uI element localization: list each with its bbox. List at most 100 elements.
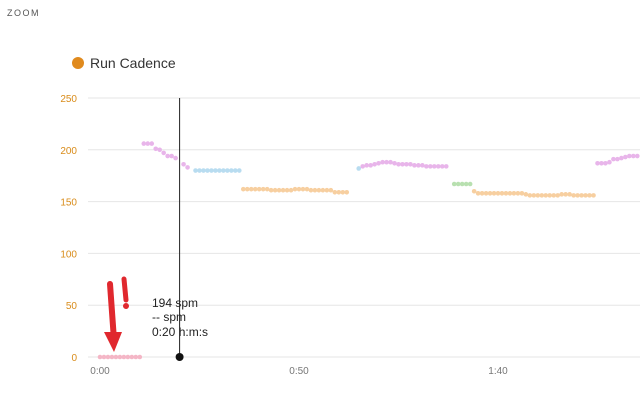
data-point bbox=[101, 354, 107, 360]
data-point bbox=[519, 191, 525, 196]
data-point bbox=[233, 168, 238, 173]
data-point bbox=[627, 153, 632, 159]
zoom-button[interactable]: ZOOM bbox=[7, 8, 40, 18]
data-point bbox=[471, 188, 477, 194]
legend-item-run-cadence[interactable]: Run Cadence bbox=[72, 55, 176, 71]
data-point bbox=[161, 150, 166, 156]
data-point bbox=[384, 159, 389, 165]
data-point bbox=[133, 354, 139, 360]
data-point bbox=[583, 193, 588, 198]
data-point bbox=[563, 192, 568, 197]
data-point bbox=[201, 168, 206, 173]
data-point bbox=[360, 164, 365, 169]
x-tick-label: 0:00 bbox=[90, 366, 110, 377]
tooltip-secondary-value: -- spm bbox=[152, 310, 186, 324]
data-point bbox=[380, 159, 385, 165]
data-point bbox=[117, 354, 123, 360]
data-point bbox=[97, 354, 103, 360]
data-point bbox=[475, 191, 481, 196]
data-point bbox=[320, 187, 326, 193]
y-tick-label: 150 bbox=[60, 198, 77, 209]
data-point bbox=[209, 168, 214, 173]
data-point bbox=[615, 156, 620, 162]
data-point bbox=[420, 163, 425, 168]
data-point bbox=[467, 181, 473, 187]
data-point bbox=[372, 162, 377, 167]
data-point bbox=[607, 159, 612, 165]
data-point bbox=[436, 164, 441, 169]
data-point bbox=[197, 168, 202, 173]
data-point bbox=[575, 193, 580, 198]
data-point bbox=[408, 162, 413, 167]
data-point bbox=[443, 164, 449, 169]
data-point bbox=[547, 193, 553, 198]
data-point bbox=[225, 168, 230, 173]
data-point bbox=[439, 164, 445, 169]
data-point bbox=[511, 191, 517, 196]
data-point bbox=[205, 168, 210, 173]
data-point bbox=[292, 186, 298, 192]
data-point bbox=[459, 181, 465, 187]
data-point bbox=[256, 186, 262, 192]
data-point bbox=[121, 354, 127, 360]
data-point bbox=[280, 187, 286, 193]
data-point bbox=[213, 168, 218, 173]
data-point bbox=[396, 162, 401, 167]
data-point bbox=[137, 354, 143, 360]
data-point bbox=[404, 162, 409, 167]
data-point bbox=[487, 191, 493, 196]
data-point bbox=[264, 186, 270, 192]
data-point bbox=[193, 168, 198, 173]
data-point bbox=[328, 187, 334, 193]
data-point bbox=[240, 186, 246, 192]
data-point bbox=[296, 186, 302, 192]
data-point bbox=[603, 160, 608, 166]
y-tick-label: 100 bbox=[60, 249, 77, 260]
y-tick-label: 50 bbox=[66, 301, 78, 312]
data-point bbox=[185, 165, 190, 170]
data-point bbox=[428, 164, 433, 169]
data-point bbox=[145, 141, 151, 146]
data-points bbox=[97, 141, 640, 360]
legend-dot-icon bbox=[72, 57, 84, 69]
data-point bbox=[631, 153, 636, 159]
data-point bbox=[595, 160, 600, 166]
data-point bbox=[543, 193, 549, 198]
data-point bbox=[340, 189, 346, 195]
data-point bbox=[507, 191, 513, 196]
data-point bbox=[229, 168, 234, 173]
data-point bbox=[304, 186, 310, 192]
data-point bbox=[527, 193, 533, 198]
data-point bbox=[169, 153, 174, 159]
data-point bbox=[181, 162, 186, 167]
data-point bbox=[288, 187, 294, 193]
data-point bbox=[483, 191, 489, 196]
data-point bbox=[324, 187, 330, 193]
data-point bbox=[157, 147, 162, 153]
data-point bbox=[105, 354, 111, 360]
data-point bbox=[332, 189, 338, 195]
data-point bbox=[531, 193, 537, 198]
data-point bbox=[463, 181, 469, 187]
x-tick-label: 1:40 bbox=[488, 366, 508, 377]
y-tick-label: 200 bbox=[60, 146, 77, 157]
red-arrow-icon bbox=[104, 276, 129, 352]
x-tick-label: 0:50 bbox=[289, 366, 309, 377]
data-point bbox=[587, 193, 592, 198]
data-point bbox=[491, 191, 497, 196]
data-point bbox=[109, 354, 115, 360]
data-point bbox=[356, 166, 362, 171]
data-point bbox=[312, 187, 318, 193]
data-point bbox=[248, 186, 254, 192]
data-point bbox=[619, 155, 624, 161]
data-point bbox=[336, 189, 342, 195]
data-point bbox=[599, 160, 604, 166]
data-point bbox=[416, 163, 421, 168]
data-point bbox=[571, 193, 576, 198]
data-point bbox=[451, 181, 457, 187]
data-point bbox=[244, 186, 250, 192]
data-point bbox=[165, 153, 170, 159]
x-axis-ticks: 0:00 0:50 1:40 bbox=[90, 366, 508, 377]
data-point bbox=[221, 168, 226, 173]
